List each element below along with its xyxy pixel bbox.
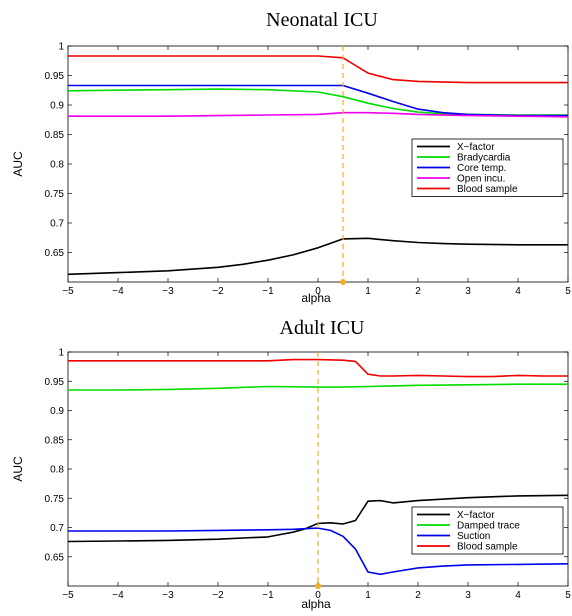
legend-label: Damped trace — [457, 521, 520, 532]
y-tick-label: 0.85 — [45, 435, 65, 446]
x-tick-label: 5 — [565, 286, 571, 297]
x-tick-label: 2 — [415, 286, 421, 297]
x-tick-label: −4 — [112, 286, 124, 297]
x-tick-label: 4 — [515, 590, 521, 601]
y-tick-label: 0.95 — [45, 377, 65, 388]
series-line-3 — [68, 84, 568, 117]
x-axis-label: alpha — [301, 597, 331, 611]
y-tick-label: 0.8 — [50, 465, 64, 476]
legend-label: Blood sample — [457, 184, 518, 195]
x-tick-label: −1 — [262, 590, 274, 601]
series-line-3 — [68, 527, 568, 576]
x-tick-label: 3 — [465, 590, 471, 601]
y-tick-label: 0.7 — [50, 523, 64, 534]
y-tick-label: 0.9 — [50, 101, 64, 112]
series-line-1 — [68, 237, 568, 276]
y-tick-label: 0.65 — [45, 248, 65, 259]
x-tick-label: −5 — [62, 286, 74, 297]
series-line-4 — [68, 358, 568, 378]
alpha-marker-dot — [315, 583, 321, 589]
series-line-1 — [68, 494, 568, 543]
y-tick-label: 0.9 — [50, 406, 64, 417]
chart-title: Adult ICU — [280, 317, 366, 339]
x-tick-label: −3 — [162, 286, 174, 297]
x-tick-label: −4 — [112, 590, 124, 601]
x-tick-label: 2 — [415, 590, 421, 601]
y-tick-label: 0.85 — [45, 130, 65, 141]
y-tick-label: 0.95 — [45, 71, 65, 82]
y-axis-label: AUC — [11, 151, 25, 177]
x-tick-label: 1 — [365, 286, 371, 297]
y-tick-label: 0.75 — [45, 494, 65, 505]
series-line-2 — [68, 383, 568, 391]
legend-label: Bradycardia — [457, 153, 511, 164]
x-tick-label: 0 — [315, 286, 321, 297]
x-tick-label: −5 — [62, 590, 74, 601]
y-tick-label: 0.75 — [45, 189, 65, 200]
legend-label: Open incu. — [457, 174, 505, 185]
x-axis-label: alpha — [301, 291, 331, 305]
legend-label: X−factor — [457, 510, 495, 521]
y-tick-label: 0.8 — [50, 160, 64, 171]
y-tick-label: 1 — [58, 42, 64, 53]
legend-label: Blood sample — [457, 542, 518, 553]
y-tick-label: 0.65 — [45, 552, 65, 563]
chart-title: Neonatal ICU — [266, 9, 378, 31]
legend-label: X−factor — [457, 142, 495, 153]
alpha-marker-dot — [340, 279, 346, 285]
legend-label: Suction — [457, 531, 490, 542]
y-tick-label: 1 — [58, 348, 64, 359]
legend-label: Core temp. — [457, 163, 506, 174]
y-axis-label: AUC — [11, 456, 25, 482]
chart-panel-1: Neonatal ICU −5 −4 −3 −2 −1 0 1 2 3 4 5 0.65 0.7 0.75 0… — [11, 9, 571, 305]
x-tick-label: −1 — [262, 286, 274, 297]
x-tick-label: 0 — [315, 590, 321, 601]
x-tick-label: 5 — [565, 590, 571, 601]
x-tick-label: 4 — [515, 286, 521, 297]
series-line-5 — [68, 55, 568, 84]
chart-panel-2: Adult ICU −5 −4 −3 −2 −1 0 1 2 3 4 5 0.65 0.7 0.75 0.8 0… — [11, 317, 571, 611]
x-tick-label: −2 — [212, 590, 224, 601]
x-tick-label: 3 — [465, 286, 471, 297]
x-tick-label: 1 — [365, 590, 371, 601]
x-tick-label: −3 — [162, 590, 174, 601]
x-tick-label: −2 — [212, 286, 224, 297]
y-tick-label: 0.7 — [50, 219, 64, 230]
